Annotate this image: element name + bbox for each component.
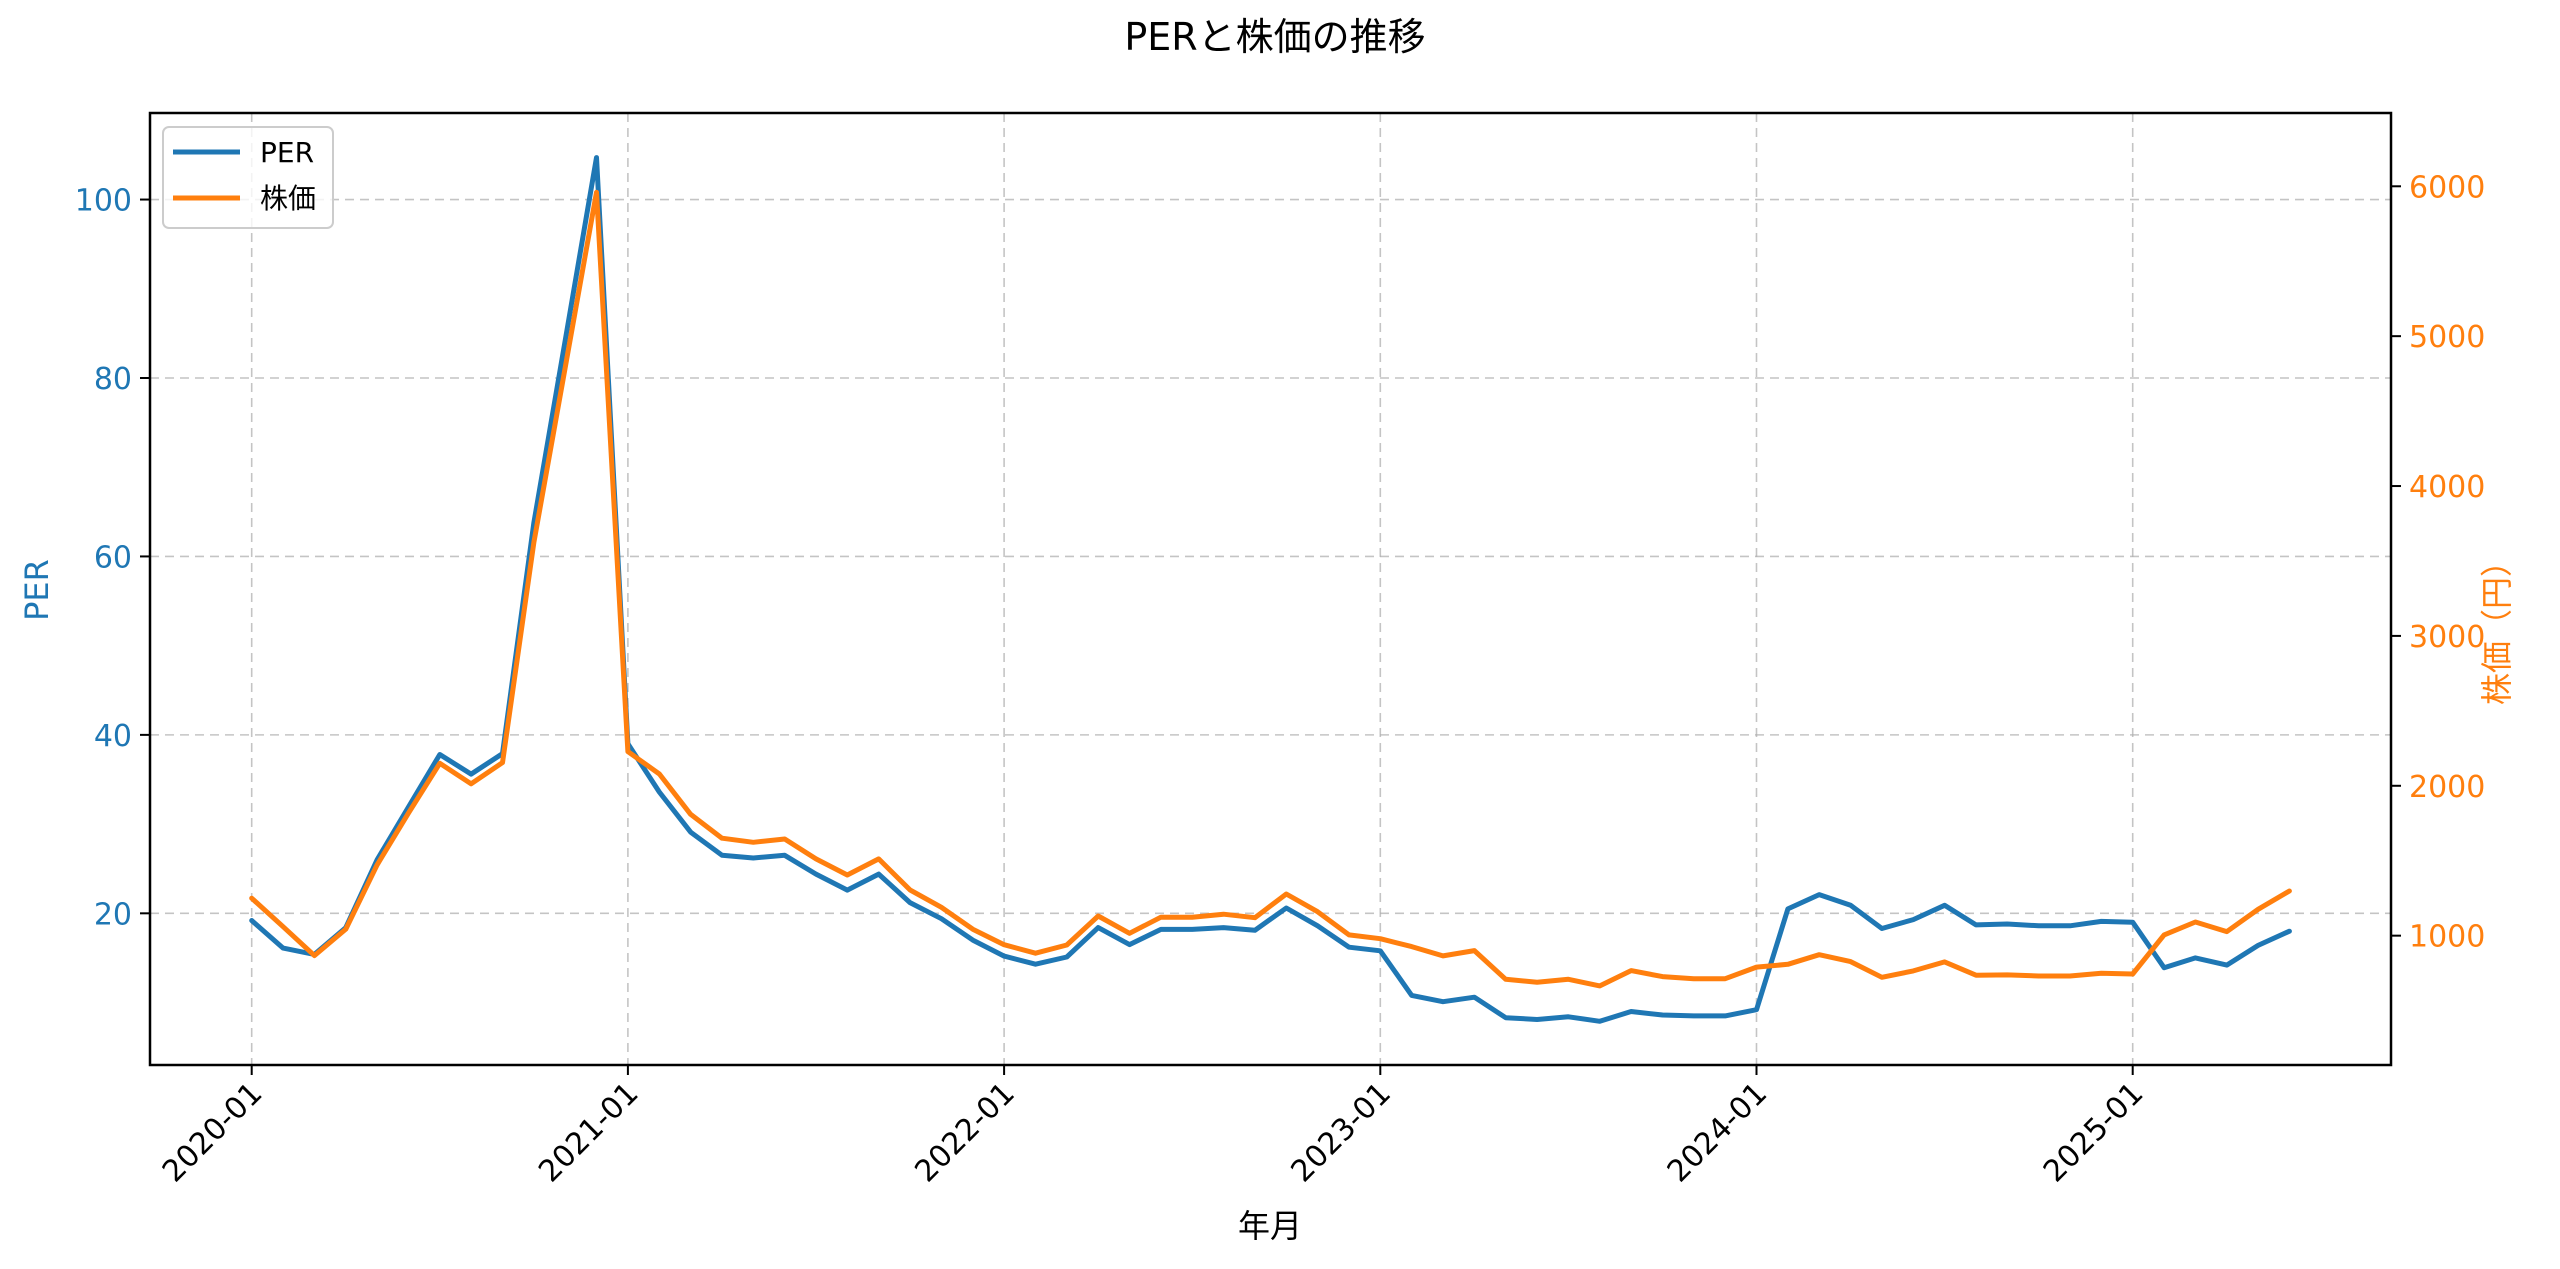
right-tick-label: 6000 <box>2409 170 2485 205</box>
right-tick-label: 2000 <box>2409 770 2485 805</box>
legend: PER 株価 <box>162 126 334 229</box>
right-y-axis: 1000 2000 3000 4000 5000 6000 <box>2391 170 2485 955</box>
left-tick-label: 80 <box>94 362 132 397</box>
left-tick-label: 100 <box>75 184 132 219</box>
chart-title: PERと株価の推移 <box>1124 15 1425 59</box>
x-axis-label: 年月 <box>1238 1207 1302 1245</box>
plot-frame <box>148 111 2393 1067</box>
x-tick-label: 2023-01 <box>1285 1076 1398 1189</box>
left-tick-label: 40 <box>94 719 132 754</box>
left-y-axis: 20 40 60 80 100 <box>75 184 150 932</box>
right-tick-label: 5000 <box>2409 320 2485 355</box>
x-tick-label: 2021-01 <box>532 1076 645 1189</box>
price-line <box>249 189 2292 989</box>
left-tick-label: 60 <box>94 540 132 575</box>
right-tick-label: 4000 <box>2409 470 2485 505</box>
grid-lines <box>150 113 2391 1065</box>
per-line <box>249 155 2292 1024</box>
x-tick-label: 2025-01 <box>2037 1076 2150 1189</box>
right-tick-label: 1000 <box>2409 920 2485 955</box>
legend-label-price: 株価 <box>260 182 316 215</box>
left-tick-label: 20 <box>94 897 132 932</box>
legend-label-per: PER <box>260 136 314 169</box>
left-axis-label: PER <box>18 559 56 621</box>
x-tick-label: 2020-01 <box>156 1076 269 1189</box>
right-tick-label: 3000 <box>2409 620 2485 655</box>
x-tick-label: 2024-01 <box>1661 1076 1774 1189</box>
right-axis-label: 株価（円） <box>2478 545 2516 705</box>
x-axis: 2020-01 2021-01 2022-01 2023-01 2024-01 2025-… <box>156 1065 2150 1189</box>
x-tick-label: 2022-01 <box>908 1076 1021 1189</box>
plot-series <box>249 155 2292 1024</box>
